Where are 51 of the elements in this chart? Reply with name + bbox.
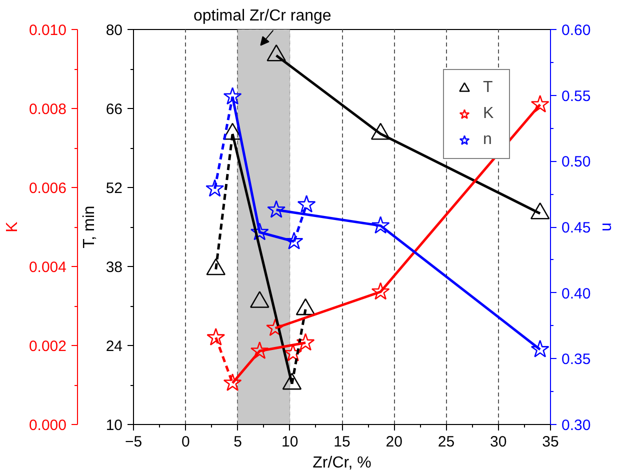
- x-tick-label: 5: [234, 434, 242, 450]
- point: [267, 200, 286, 218]
- point: [250, 341, 269, 359]
- y3-tick-label: 38: [106, 259, 123, 276]
- x-tick-label: 30: [490, 434, 507, 450]
- y-tick-label: 0.004: [28, 259, 67, 276]
- y-tick-label: 0.006: [28, 180, 67, 197]
- x-tick-label: 35: [542, 434, 559, 450]
- point: [223, 373, 242, 391]
- y-tick-label: 0.010: [28, 22, 67, 39]
- x-tick-label: 20: [386, 434, 402, 450]
- y2-tick-label: 0.60: [562, 22, 591, 39]
- point: [371, 216, 390, 234]
- y-tick-label: 0.008: [28, 101, 67, 118]
- y2-tick-label: 0.40: [562, 285, 591, 302]
- point: [266, 318, 284, 336]
- point: [530, 340, 550, 358]
- point: [206, 179, 224, 197]
- point: [296, 333, 315, 351]
- y2-axis-title: n: [598, 222, 616, 232]
- point: [250, 222, 269, 240]
- point: [223, 87, 242, 105]
- y-tick-label: 0.000: [28, 417, 67, 434]
- x-tick-label: −5: [124, 434, 142, 450]
- y3-tick-label: 24: [106, 338, 123, 355]
- y3-tick-label: 80: [106, 22, 123, 39]
- band-label: optimal Zr/Cr range: [194, 8, 332, 24]
- y2-tick-label: 0.45: [562, 220, 591, 236]
- point: [206, 328, 226, 346]
- y-tick-label: 0.002: [28, 338, 67, 355]
- point: [530, 94, 550, 112]
- y2-tick-label: 0.55: [562, 88, 591, 105]
- point: [284, 232, 304, 250]
- legend-label: T: [483, 79, 494, 97]
- x-tick-label: 15: [334, 434, 350, 450]
- y2-tick-label: 0.35: [562, 351, 591, 368]
- y3-axis-title: T, min: [80, 206, 98, 248]
- y2-tick-label: 0.30: [562, 417, 591, 434]
- x-tick-label: 10: [282, 434, 298, 450]
- point: [371, 282, 390, 300]
- y2-tick-label: 0.50: [562, 154, 591, 171]
- y3-tick-label: 10: [106, 417, 123, 434]
- y3-tick-label: 66: [106, 101, 123, 118]
- x-axis-title: Zr/Cr, %: [312, 454, 372, 472]
- y-axis-title: K: [4, 221, 21, 232]
- x-tick-label: 25: [438, 434, 455, 450]
- legend-label: K: [483, 105, 495, 123]
- x-tick-label: 0: [181, 434, 190, 450]
- legend-label: n: [483, 131, 493, 149]
- y3-tick-label: 52: [106, 180, 123, 197]
- point: [297, 194, 316, 213]
